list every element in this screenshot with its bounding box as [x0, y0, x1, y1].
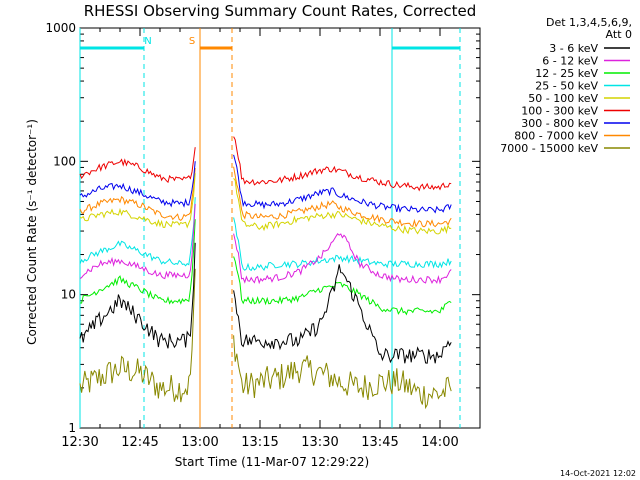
x-tick-label: 13:00: [181, 435, 218, 450]
x-tick-label: 12:30: [61, 435, 98, 450]
series-line: [233, 166, 452, 228]
x-tick-label: 13:30: [301, 435, 338, 450]
legend-label: 100 - 300 keV: [521, 105, 598, 118]
legend-label: 7000 - 15000 keV: [500, 142, 598, 155]
annotation-label: S: [189, 36, 195, 47]
legend-label: 50 - 100 keV: [528, 92, 598, 105]
annotation-label: N: [144, 36, 151, 47]
series-line: [233, 136, 452, 192]
legend-label: 300 - 800 keV: [521, 117, 598, 130]
y-tick-label: 1000: [45, 21, 76, 35]
series-line: [233, 233, 452, 285]
series-line: [233, 217, 452, 272]
legend-header-line1: Det 1,3,4,5,6,9,: [546, 16, 632, 29]
x-axis-label: Start Time (11-Mar-07 12:29:22): [175, 455, 369, 469]
series-line: [233, 256, 452, 316]
x-tick-label: 13:15: [241, 435, 278, 450]
legend-label: 800 - 7000 keV: [514, 130, 598, 143]
y-tick-label: 100: [53, 154, 76, 168]
y-tick-label: 1: [68, 421, 76, 435]
legend-label: 3 - 6 keV: [549, 42, 598, 55]
series-line: [233, 264, 452, 364]
series-line: [79, 268, 196, 403]
series-line: [79, 147, 196, 184]
series-line: [79, 167, 196, 222]
y-tick-label: 10: [61, 288, 76, 302]
series-line: [233, 177, 452, 235]
legend-label: 12 - 25 keV: [535, 67, 598, 80]
x-tick-label: 14:00: [421, 435, 458, 450]
legend-label: 25 - 50 keV: [535, 80, 598, 93]
chart-title: RHESSI Observing Summary Count Rates, Co…: [84, 2, 477, 20]
legend-label: 6 - 12 keV: [542, 55, 598, 68]
x-tick-label: 13:45: [361, 435, 398, 450]
series-line: [233, 154, 452, 214]
y-axis-label: Corrected Count Rate (s⁻¹ detector⁻¹): [25, 119, 39, 345]
series-line: [79, 161, 196, 208]
series-line: [233, 335, 452, 410]
x-tick-label: 12:45: [121, 435, 158, 450]
series-line: [79, 173, 196, 229]
footer-date: 14-Oct-2021 12:02: [560, 469, 636, 478]
legend-header-line2: Att 0: [606, 28, 632, 41]
series-line: [79, 219, 196, 305]
series-line: [79, 203, 196, 280]
series-line: [79, 242, 196, 349]
series-line: [79, 197, 196, 267]
